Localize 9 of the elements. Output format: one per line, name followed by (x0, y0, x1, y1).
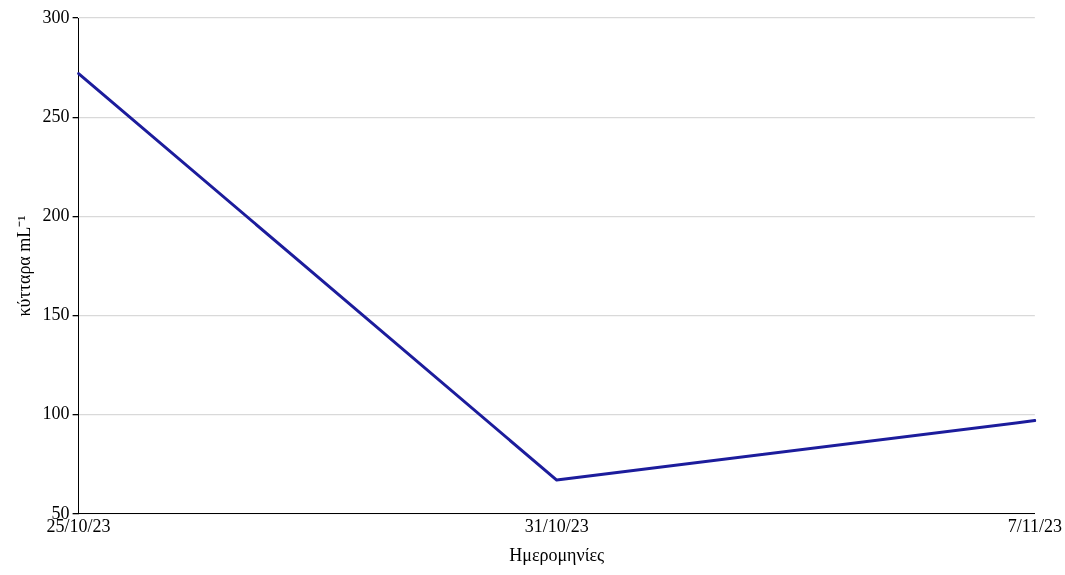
y-axis-title: κύτταρα mL⁻¹ (13, 215, 34, 317)
y-tick-label: 100 (42, 403, 70, 424)
y-tick-label: 250 (42, 105, 70, 126)
y-tick-label: 300 (42, 6, 70, 27)
x-tick-label: 7/11/23 (1007, 516, 1062, 537)
x-tick-label: 31/10/23 (524, 516, 589, 537)
x-axis-title: Ημερομηνίες (509, 544, 605, 565)
y-tick-label: 200 (42, 205, 70, 226)
y-tick-label: 150 (42, 304, 70, 325)
